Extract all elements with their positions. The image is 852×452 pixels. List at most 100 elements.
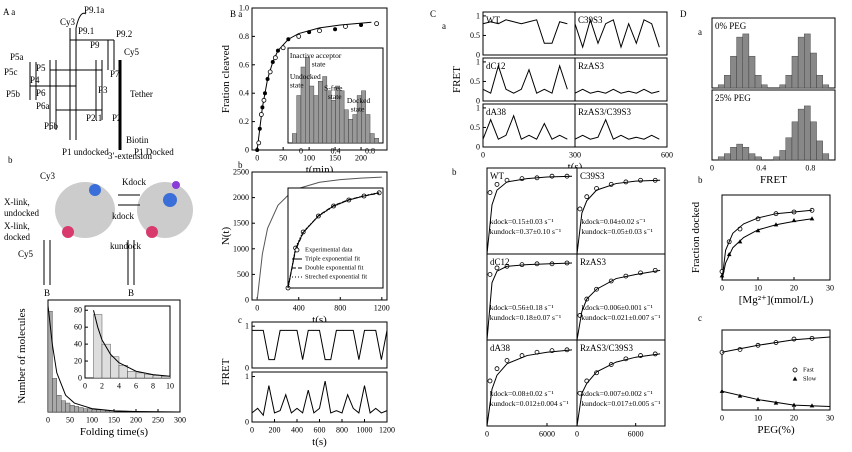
figure-label: B — [44, 288, 50, 298]
histogram-bar — [144, 374, 154, 379]
histogram-bar — [318, 81, 323, 144]
figure-label: P9.1a — [84, 5, 104, 15]
x-tick-label: 6000 — [628, 430, 644, 439]
x-tick-label: 6 — [134, 382, 138, 391]
figure-label: kundock — [110, 241, 141, 251]
histogram-bar — [804, 33, 811, 89]
x-tick-label: 8 — [151, 382, 155, 391]
y-tick-label: 2500 — [233, 168, 249, 177]
anchor-helix — [43, 240, 135, 285]
point — [255, 148, 260, 152]
histogram-bar — [343, 109, 349, 144]
figure-label: a — [698, 27, 702, 37]
cy5-dye — [62, 226, 74, 238]
x-tick-label: 0 — [575, 430, 579, 439]
point — [494, 265, 500, 271]
annotation: kdock=0.15±0.03 s⁻¹ — [490, 217, 554, 226]
point — [307, 30, 312, 35]
y-tick-label: 1 — [476, 57, 480, 66]
annotation: kundock=0.012±0.004 s⁻¹ — [490, 399, 569, 408]
y-tick-label: 1 — [245, 372, 249, 381]
x-tick-label: 200 — [355, 154, 367, 163]
histogram-bar — [748, 55, 756, 89]
y-tick-label: 0 — [78, 374, 82, 383]
y-axis-label: Fraction docked — [690, 201, 702, 273]
x-axis-label: PEG(%) — [757, 424, 795, 436]
panel-label: dA38 — [490, 343, 510, 353]
x-tick-label: 400 — [293, 304, 305, 313]
legend-label: Slow — [803, 376, 817, 383]
histogram-bar — [52, 378, 58, 413]
series-line — [574, 88, 660, 94]
y-tick-label: 0.8 — [239, 32, 249, 41]
y-tick-label: 40 — [74, 340, 82, 349]
x-tick-label: 0 — [299, 147, 303, 156]
figure-label: C — [430, 9, 436, 19]
figure-label: P6b — [44, 121, 59, 131]
series-line — [576, 179, 661, 255]
figure-label: kdock — [112, 211, 134, 221]
series-line — [482, 114, 568, 140]
figure-label: Cy5 — [18, 249, 34, 259]
point — [549, 173, 555, 179]
point — [494, 366, 500, 372]
histogram-bar — [791, 121, 799, 161]
annotation: kdock=0.007±0.002 s⁻¹ — [581, 389, 652, 398]
point — [258, 112, 264, 117]
annotation: state — [290, 81, 304, 90]
annotation: Undocked — [290, 72, 321, 81]
figure-label: b — [452, 167, 457, 177]
figure-label: D — [680, 9, 687, 19]
y-tick-label: 0 — [245, 364, 249, 373]
figure-label: P4 — [30, 75, 40, 85]
x-tick-label: 0.8 — [365, 147, 375, 156]
figure-label: P1 Docked — [134, 147, 174, 157]
histogram-bar — [742, 33, 750, 89]
x-tick-label: 100 — [86, 416, 98, 425]
annotation: Docked — [347, 96, 371, 105]
y-axis-label: Fration cleaved — [220, 44, 232, 113]
x-tick-label: 0 — [481, 151, 485, 160]
legend-label: Experimental data — [305, 247, 353, 254]
y-tick-label: 0 — [245, 146, 249, 155]
docked-dye — [163, 193, 177, 207]
figure-label: P1 undocked — [62, 147, 109, 157]
y-tick-label: 1.0 — [239, 4, 249, 13]
x-tick-label: 800 — [336, 426, 348, 435]
histogram-bar — [305, 57, 310, 144]
panel-label: 0% PEG — [715, 21, 747, 31]
x-tick-label: 800 — [334, 304, 346, 313]
figure-label: b — [238, 160, 243, 170]
x-axis-label: Folding time(s) — [80, 426, 148, 438]
series-line — [721, 218, 813, 281]
histogram-bar — [773, 156, 780, 161]
plot-frame — [251, 321, 388, 369]
legend-swatch — [294, 247, 300, 253]
annotation: kdock=0.08±0.02 s⁻¹ — [490, 389, 554, 398]
histogram-bar — [730, 147, 737, 161]
histogram-bar — [104, 410, 110, 413]
point — [265, 77, 270, 81]
histogram-bar — [348, 119, 353, 144]
point — [260, 105, 265, 110]
y-tick-label: 1 — [476, 103, 480, 112]
series-line — [721, 336, 831, 353]
x-tick-label: 0 — [710, 164, 714, 173]
plot-frame — [576, 339, 666, 427]
histogram-bar — [309, 85, 315, 144]
figure-label: Cy3 — [60, 17, 76, 27]
helix-strands — [29, 28, 115, 140]
histogram-bar — [47, 311, 53, 413]
x-tick-label: 250 — [152, 416, 164, 425]
series-line — [486, 349, 573, 427]
annotation: kundock=0.37±0.10 s⁻¹ — [490, 227, 561, 236]
point — [286, 37, 291, 42]
panel-label: dC12 — [486, 61, 506, 71]
point — [267, 69, 273, 75]
undocked-model — [55, 182, 115, 238]
y-tick-label: 0.2 — [239, 117, 249, 126]
plot-frame — [486, 167, 578, 255]
histogram-bar — [754, 156, 762, 161]
histogram-bar — [724, 75, 731, 89]
